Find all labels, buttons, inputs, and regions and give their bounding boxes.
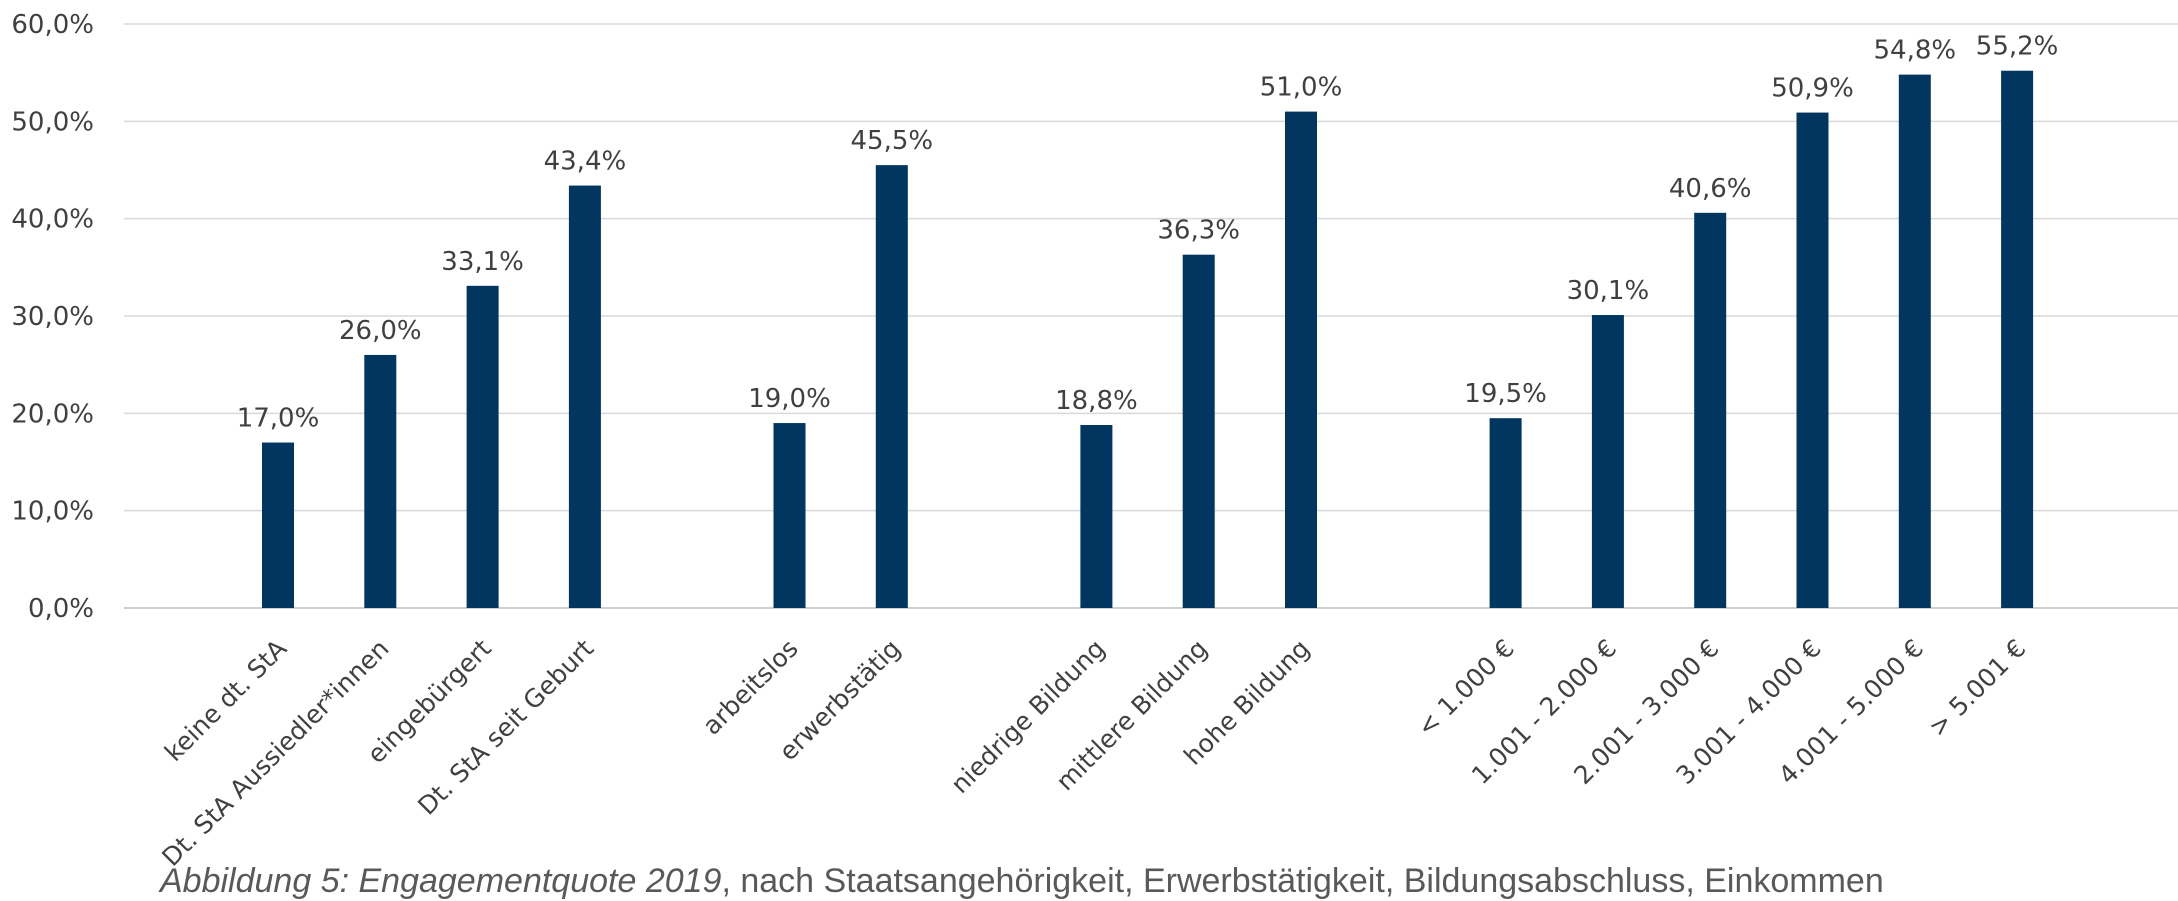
y-tick-label: 20,0% xyxy=(11,399,94,429)
bar xyxy=(364,354,397,608)
y-tick-label: 10,0% xyxy=(11,497,94,527)
bar xyxy=(262,442,294,608)
caption-text: , nach Staatsangehörigkeit, Erwerbstätig… xyxy=(721,862,1884,900)
data-label: 26,0% xyxy=(339,316,422,346)
category-label: arbeitslos xyxy=(697,634,804,741)
y-tick-label: 60,0% xyxy=(11,10,94,40)
caption-title: Abbildung 5: Engagementquote 2019 xyxy=(160,862,722,900)
data-label: 33,1% xyxy=(441,247,524,277)
bar xyxy=(1796,112,1829,608)
figure-caption: Abbildung 5: Engagementquote 2019, nach … xyxy=(160,862,1884,901)
data-label: 43,4% xyxy=(544,147,627,177)
bar xyxy=(773,423,806,608)
data-label: 36,3% xyxy=(1157,216,1240,246)
bar xyxy=(1285,111,1317,608)
category-label: < 1.000 € xyxy=(1411,634,1519,742)
category-label: > 5.001 € xyxy=(1923,634,2031,742)
data-label: 19,5% xyxy=(1464,379,1547,409)
y-tick-label: 40,0% xyxy=(11,205,94,235)
y-tick-label: 0,0% xyxy=(28,594,94,624)
y-tick-label: 30,0% xyxy=(11,302,94,332)
gridlines xyxy=(124,23,2178,609)
bar xyxy=(466,285,499,608)
bar xyxy=(1489,418,1522,608)
bar xyxy=(1591,315,1624,608)
bar xyxy=(875,165,908,608)
data-label: 55,2% xyxy=(1976,32,2059,62)
data-label: 50,9% xyxy=(1771,74,1854,104)
bars xyxy=(262,70,2034,609)
bar xyxy=(1694,212,1727,608)
data-label: 19,0% xyxy=(748,384,831,414)
bar xyxy=(1182,254,1215,608)
y-axis-tick-labels: 0,0% 10,0% 20,0% 30,0% 40,0% 50,0% 60,0% xyxy=(11,10,94,624)
data-label: 40,6% xyxy=(1669,174,1752,204)
data-label: 45,5% xyxy=(850,126,933,156)
data-label: 30,1% xyxy=(1567,276,1650,306)
data-label: 51,0% xyxy=(1260,73,1343,103)
data-label: 18,8% xyxy=(1055,386,1138,416)
bar xyxy=(1898,74,1931,608)
data-label: 54,8% xyxy=(1873,36,1956,66)
y-tick-label: 50,0% xyxy=(11,107,94,137)
data-label: 17,0% xyxy=(237,404,320,434)
category-label: Dt. StA seit Geburt xyxy=(412,634,599,821)
bar xyxy=(568,185,601,608)
bar xyxy=(2001,70,2034,609)
bar xyxy=(1080,425,1113,608)
data-labels: 17,0% 26,0% 33,1% 43,4% 19,0% 45,5% 18,8% 36,3%… xyxy=(237,32,2059,434)
